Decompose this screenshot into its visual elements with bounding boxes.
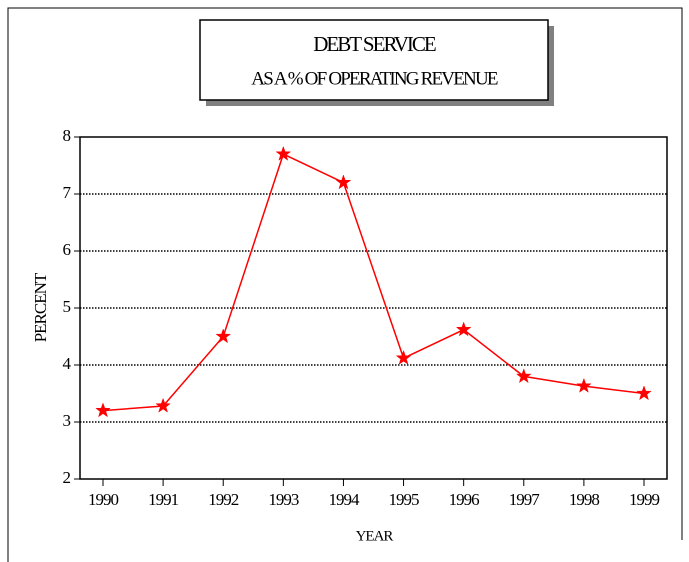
point bbox=[215, 328, 232, 344]
x-tick-label: 1992 bbox=[208, 490, 239, 509]
y-axis-label: PERCENT bbox=[31, 272, 50, 342]
y-tick-label: 4 bbox=[63, 354, 72, 373]
point bbox=[335, 174, 352, 190]
chart-title: DEBT SERVICE bbox=[313, 32, 436, 56]
y-tick-label: 3 bbox=[63, 411, 71, 430]
point bbox=[576, 377, 592, 393]
x-tick-label: 1990 bbox=[88, 490, 119, 509]
y-tick-label: 8 bbox=[63, 126, 71, 145]
x-tick-label: 1993 bbox=[268, 490, 299, 509]
y-tick-label: 6 bbox=[63, 240, 71, 259]
point bbox=[455, 321, 472, 337]
point bbox=[155, 397, 171, 413]
y-tick-label: 7 bbox=[63, 183, 72, 202]
x-tick-label: 1991 bbox=[148, 490, 179, 509]
point bbox=[95, 402, 111, 418]
x-tick-label: 1994 bbox=[328, 490, 360, 509]
x-tick-label: 1996 bbox=[449, 490, 480, 509]
y-tick-label: 5 bbox=[63, 297, 71, 316]
x-tick-label: 1997 bbox=[509, 490, 541, 509]
point bbox=[636, 385, 652, 401]
frame bbox=[7, 7, 683, 562]
y-tick-label: 2 bbox=[63, 468, 71, 487]
point bbox=[395, 349, 412, 365]
x-axis-label: YEAR bbox=[356, 528, 394, 544]
x-tick-label: 1999 bbox=[629, 490, 660, 509]
x-tick-label: 1995 bbox=[389, 490, 420, 509]
point bbox=[275, 145, 292, 161]
chart-subtitle: AS A % OF OPERATING REVENUE bbox=[251, 68, 498, 89]
line bbox=[102, 153, 645, 412]
title-box bbox=[199, 19, 549, 101]
point bbox=[515, 368, 532, 384]
x-tick-label: 1998 bbox=[569, 490, 600, 509]
